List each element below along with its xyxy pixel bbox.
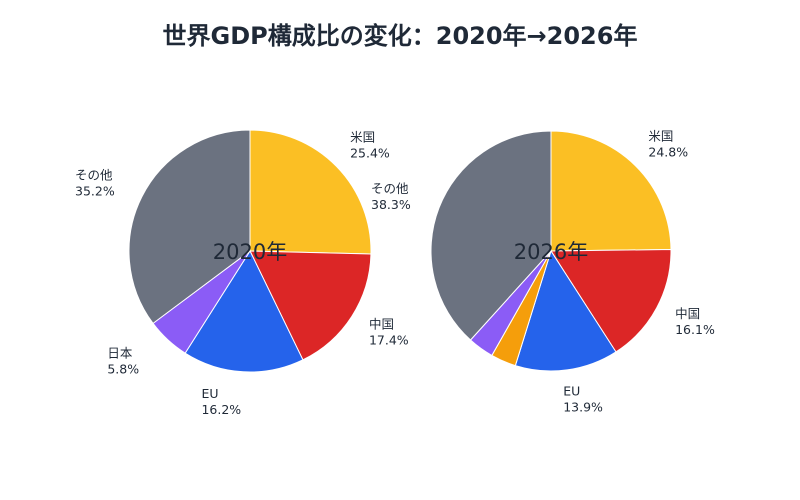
pie-slice xyxy=(249,250,372,361)
slice-label: その他 xyxy=(371,181,409,196)
slice-label: EU xyxy=(201,386,218,401)
slice-label: 米国 xyxy=(648,128,673,143)
slice-percent: 35.2% xyxy=(75,183,115,198)
pie-slice xyxy=(430,130,552,341)
pie-slice xyxy=(550,130,672,252)
slice-percent: 16.1% xyxy=(675,322,715,337)
slice-percent: 24.8% xyxy=(648,144,688,159)
slice-label: 中国 xyxy=(675,306,700,321)
pie-center-label: 2020年 xyxy=(213,240,287,264)
pie-slice xyxy=(128,129,251,325)
pie-slice xyxy=(184,249,304,373)
slice-percent: 5.8% xyxy=(107,362,139,377)
pie-slice xyxy=(249,129,372,255)
pie-slice xyxy=(514,249,617,372)
pie-center-label: 2026年 xyxy=(514,240,588,264)
slice-label: 日本 xyxy=(107,346,133,361)
slice-label: その他 xyxy=(75,167,113,182)
slice-percent: 16.2% xyxy=(201,402,241,417)
pie-slice xyxy=(550,248,672,353)
slice-label: EU xyxy=(563,384,580,399)
slice-percent: 38.3% xyxy=(371,197,411,212)
chart-title: 世界GDP構成比の変化：2020年→2026年 xyxy=(162,22,638,50)
slice-percent: 25.4% xyxy=(350,146,390,161)
slice-label: 中国 xyxy=(369,317,394,332)
slice-percent: 13.9% xyxy=(563,400,603,415)
slice-percent: 17.4% xyxy=(369,333,409,348)
slice-label: 米国 xyxy=(350,130,375,145)
